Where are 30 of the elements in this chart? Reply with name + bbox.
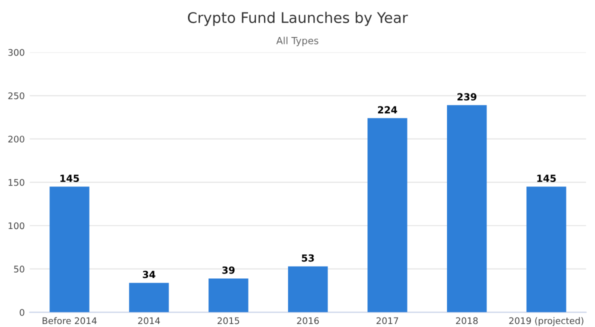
data-label: 34 <box>142 270 156 278</box>
chart-title: Crypto Fund Launches by Year <box>188 12 408 26</box>
y-tick-label: 300 <box>8 49 24 56</box>
x-tick-label: 2016 <box>297 317 319 324</box>
x-tick-label: 2018 <box>456 317 478 324</box>
x-tick-label: Before 2014 <box>42 317 97 324</box>
y-tick-label: 200 <box>8 136 24 143</box>
x-tick-label: 2019 (projected) <box>509 317 584 326</box>
x-tick-label: 2014 <box>138 317 160 324</box>
x-tick-label: 2017 <box>376 317 398 324</box>
data-label: 224 <box>378 106 398 114</box>
y-tick-label: 50 <box>14 266 24 273</box>
y-tick-label: 100 <box>8 222 24 230</box>
bar <box>368 118 408 312</box>
chart-subtitle: All Types <box>276 36 318 46</box>
bar <box>208 278 248 312</box>
bar <box>50 186 90 312</box>
y-tick-label: 250 <box>8 92 24 100</box>
data-label: 145 <box>60 174 79 182</box>
data-label: 239 <box>457 93 476 101</box>
bar <box>129 282 169 312</box>
data-label: 145 <box>537 174 556 182</box>
data-label: 53 <box>302 254 314 262</box>
data-label: 39 <box>222 266 235 274</box>
bar <box>446 105 487 312</box>
y-tick-label: 150 <box>8 179 24 186</box>
bar <box>288 266 328 312</box>
bar <box>526 186 566 312</box>
y-tick-label: 0 <box>20 309 24 316</box>
x-tick-label: 2015 <box>218 317 240 324</box>
